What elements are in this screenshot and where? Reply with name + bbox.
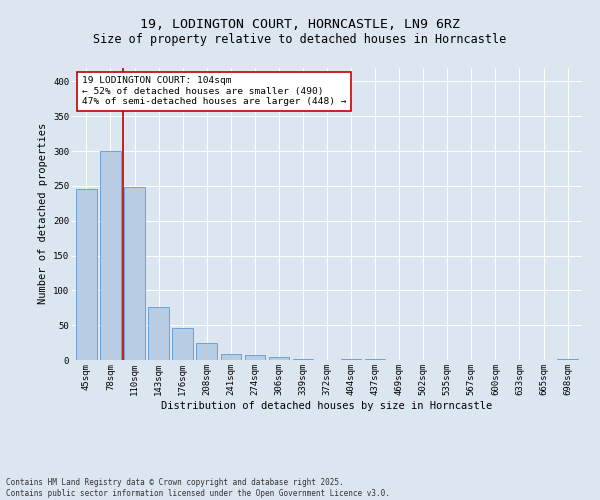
Bar bbox=[341, 358, 361, 360]
Bar bbox=[172, 328, 193, 360]
Bar bbox=[221, 354, 241, 360]
X-axis label: Distribution of detached houses by size in Horncastle: Distribution of detached houses by size … bbox=[161, 400, 493, 410]
Text: 19, LODINGTON COURT, HORNCASTLE, LN9 6RZ: 19, LODINGTON COURT, HORNCASTLE, LN9 6RZ bbox=[140, 18, 460, 30]
Bar bbox=[196, 344, 217, 360]
Bar bbox=[124, 188, 145, 360]
Bar bbox=[148, 307, 169, 360]
Text: Contains HM Land Registry data © Crown copyright and database right 2025.
Contai: Contains HM Land Registry data © Crown c… bbox=[6, 478, 390, 498]
Bar bbox=[269, 356, 289, 360]
Y-axis label: Number of detached properties: Number of detached properties bbox=[38, 123, 47, 304]
Text: 19 LODINGTON COURT: 104sqm
← 52% of detached houses are smaller (490)
47% of sem: 19 LODINGTON COURT: 104sqm ← 52% of deta… bbox=[82, 76, 347, 106]
Bar bbox=[293, 358, 313, 360]
Text: Size of property relative to detached houses in Horncastle: Size of property relative to detached ho… bbox=[94, 32, 506, 46]
Bar bbox=[557, 358, 578, 360]
Bar bbox=[76, 190, 97, 360]
Bar bbox=[245, 355, 265, 360]
Bar bbox=[100, 151, 121, 360]
Bar bbox=[365, 358, 385, 360]
